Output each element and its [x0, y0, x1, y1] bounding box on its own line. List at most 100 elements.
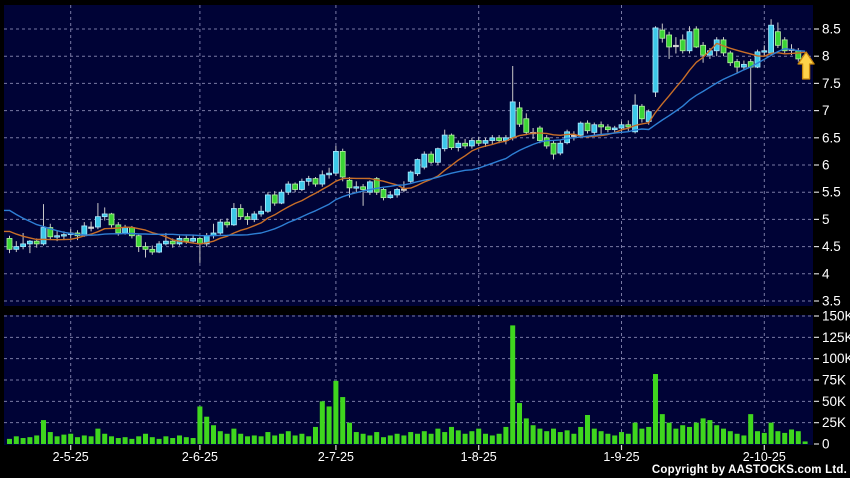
- candlestick-body: [88, 226, 94, 229]
- price-axis-label: 6.5: [822, 130, 841, 145]
- volume-bar: [95, 428, 101, 444]
- candlestick-body: [584, 122, 591, 132]
- volume-axis-label: 25K: [822, 415, 846, 430]
- grid-lines: [4, 5, 813, 445]
- volume-bar: [204, 416, 210, 444]
- volume-bar: [585, 414, 590, 444]
- volume-bar: [503, 426, 509, 444]
- price-axis-label: 4: [822, 266, 830, 281]
- ma10-line: [4, 42, 806, 245]
- candlestick-body: [475, 140, 482, 144]
- candlestick-body: [666, 34, 672, 48]
- volume-bar: [374, 432, 380, 444]
- candlestick-body: [605, 126, 611, 131]
- candlestick-body: [727, 52, 734, 64]
- candlestick-body: [414, 159, 421, 175]
- volume-bar: [326, 406, 332, 444]
- volume-bar: [421, 431, 427, 444]
- candlestick-body: [693, 28, 700, 48]
- volume-bar: [782, 432, 788, 444]
- candlestick-body: [468, 140, 475, 147]
- volume-bar: [170, 438, 176, 444]
- volume-bar: [551, 428, 556, 444]
- volume-bar: [129, 438, 135, 444]
- candlestick-body: [564, 131, 570, 144]
- price-axis-label: 6: [822, 158, 830, 173]
- volume-bar: [598, 431, 604, 444]
- candlestick-body: [611, 127, 618, 131]
- volume-bar: [748, 414, 754, 444]
- candlestick-body: [421, 153, 428, 168]
- date-axis-label: 2-10-25: [743, 450, 786, 464]
- ma20-line: [4, 47, 806, 237]
- volume-bar: [136, 436, 142, 444]
- candlestick-body: [230, 208, 237, 226]
- candlestick-body: [577, 122, 584, 136]
- candlestick-body: [373, 178, 380, 193]
- candlestick-body: [251, 213, 258, 220]
- volume-bar: [47, 432, 53, 444]
- volume-bar: [741, 435, 747, 444]
- price-axis-label: 5.5: [822, 185, 841, 200]
- volume-bar: [190, 438, 196, 444]
- candlestick-body: [162, 240, 169, 245]
- candlestick-body: [122, 227, 128, 234]
- candlestick-body: [434, 148, 441, 163]
- date-axis-label: 2-5-25: [53, 450, 89, 464]
- candlestick-body: [271, 194, 278, 204]
- volume-bar: [13, 436, 19, 444]
- volume-bar: [537, 428, 543, 444]
- volume-bar: [707, 420, 713, 444]
- volume-bar: [462, 433, 468, 444]
- volume-bar: [530, 425, 536, 444]
- candlestick-body: [516, 107, 523, 125]
- candlestick-body: [509, 101, 516, 139]
- volume-bar: [75, 437, 80, 444]
- candlestick-body: [618, 124, 625, 129]
- candlestick-body: [598, 124, 604, 128]
- volume-bar: [612, 435, 618, 444]
- volume-bar: [224, 433, 230, 444]
- volume-bar: [299, 433, 305, 444]
- candlestick-body: [224, 221, 231, 226]
- volume-bar: [211, 425, 216, 444]
- candlestick-body: [775, 31, 781, 46]
- volume-bar: [272, 435, 278, 444]
- volume-bar: [775, 431, 781, 444]
- candlestick-body: [128, 227, 135, 237]
- candlestick-body: [761, 50, 768, 53]
- volume-bar: [646, 426, 652, 444]
- candlestick-body: [258, 210, 265, 215]
- volume-bar: [360, 433, 366, 444]
- price-axis-label: 3.5: [822, 294, 841, 309]
- candlestick-body: [285, 183, 292, 193]
- volume-bar: [217, 431, 223, 444]
- price-pane[interactable]: [4, 5, 813, 306]
- volume-axis-label: 125K: [822, 330, 850, 345]
- volume-bars: [7, 325, 808, 444]
- candlestick-body: [292, 183, 299, 190]
- candlestick-body: [387, 194, 394, 199]
- volume-bar: [122, 437, 128, 444]
- volume-bar: [687, 426, 692, 444]
- volume-bar: [428, 433, 434, 444]
- volume-bar: [510, 325, 516, 444]
- volume-bar: [802, 441, 808, 444]
- volume-bar: [659, 414, 665, 444]
- volume-bar: [381, 437, 386, 444]
- volume-bar: [564, 430, 570, 444]
- candlestick-body: [115, 224, 122, 234]
- candlestick-body: [407, 171, 414, 182]
- candlestick-body: [26, 240, 33, 245]
- candlestick-body: [537, 127, 543, 141]
- candlestick-body: [353, 186, 360, 189]
- volume-bar: [768, 422, 774, 444]
- volume-bar: [761, 432, 767, 444]
- price-axis-label: 4.5: [822, 239, 841, 254]
- date-axis-label: 1-9-25: [603, 450, 639, 464]
- candlestick-body: [101, 213, 108, 218]
- candlestick-body: [33, 240, 40, 245]
- volume-bar: [476, 428, 482, 444]
